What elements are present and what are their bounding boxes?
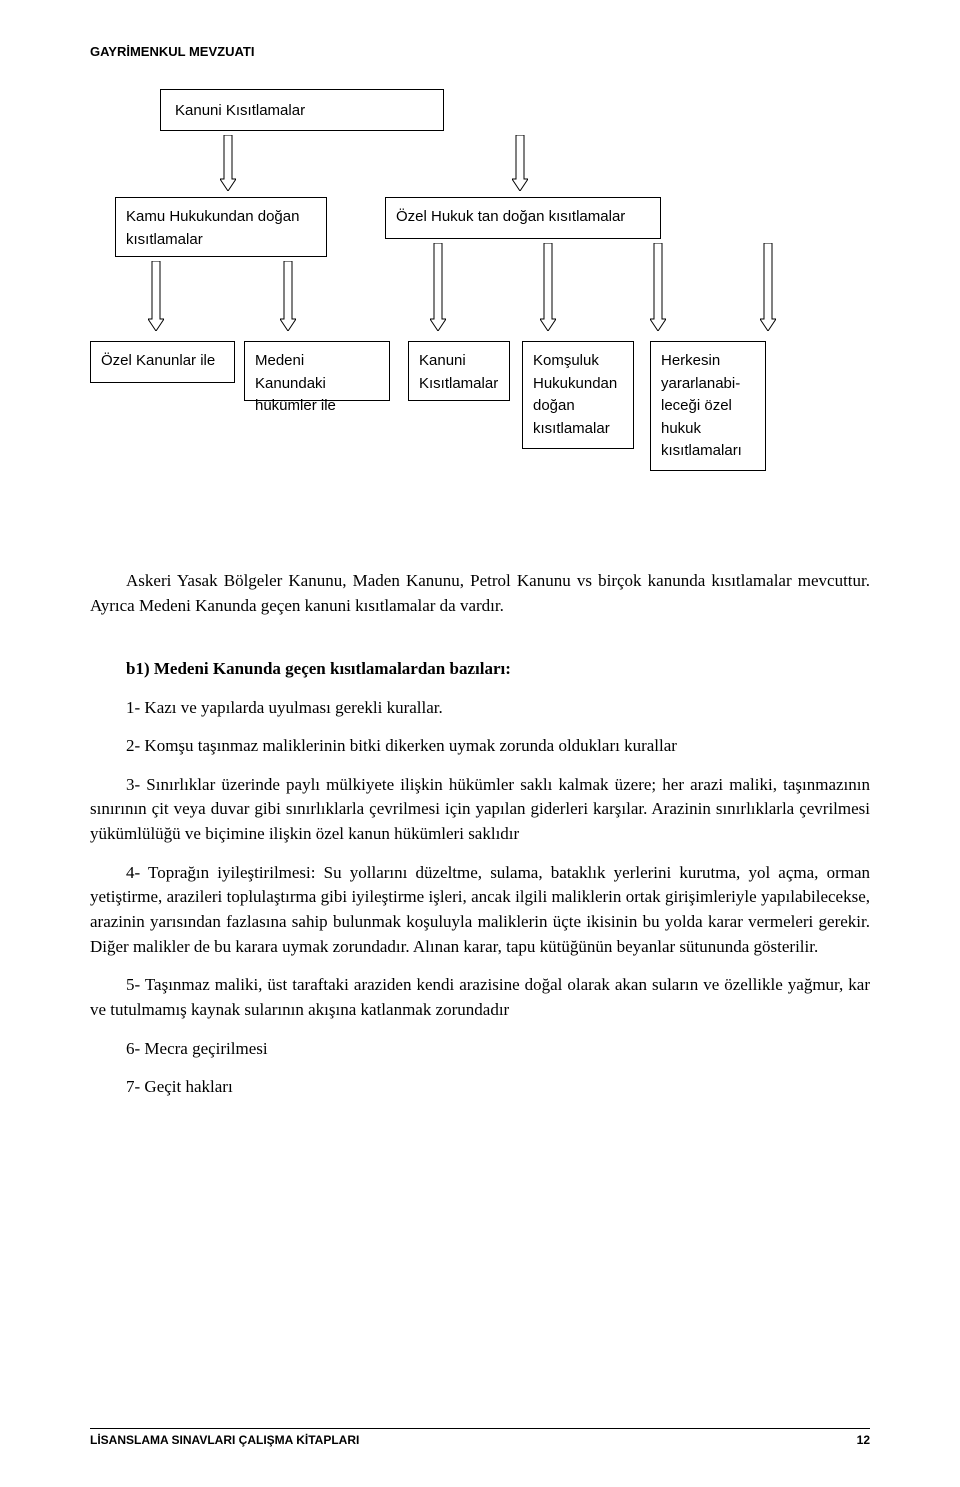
- arrow: [430, 243, 446, 331]
- arrow: [220, 135, 236, 191]
- intro-paragraph: Askeri Yasak Bölgeler Kanunu, Maden Kanu…: [90, 569, 870, 618]
- arrow: [650, 243, 666, 331]
- node-bot1: Özel Kanunlar ile: [90, 341, 235, 383]
- node-mid-right: Özel Hukuk tan doğan kısıtlamalar: [385, 197, 661, 239]
- page-footer: LİSANSLAMA SINAVLARI ÇALIŞMA KİTAPLARI 1…: [90, 1428, 870, 1447]
- arrow: [148, 261, 164, 331]
- node-bot3: Kanuni Kısıtlamalar: [408, 341, 510, 401]
- flowchart: Kanuni Kısıtlamalar Kamu Hukukundan doğa…: [90, 89, 870, 529]
- footer-page-number: 12: [857, 1433, 870, 1447]
- list-item: 4- Toprağın iyileştirilmesi: Su yolların…: [90, 861, 870, 960]
- list-item: 5- Taşınmaz maliki, üst taraftaki arazid…: [90, 973, 870, 1022]
- node-bot5: Herkesin yararlanabi- leceği özel hukuk …: [650, 341, 766, 471]
- node-root: Kanuni Kısıtlamalar: [160, 89, 444, 131]
- list-item: 2- Komşu taşınmaz maliklerinin bitki dik…: [90, 734, 870, 759]
- node-bot4: Komşuluk Hukukundan doğan kısıtlamalar: [522, 341, 634, 449]
- arrow: [280, 261, 296, 331]
- node-mid-left: Kamu Hukukundan doğan kısıtlamalar: [115, 197, 327, 257]
- footer-left: LİSANSLAMA SINAVLARI ÇALIŞMA KİTAPLARI: [90, 1433, 359, 1447]
- node-bot2: Medeni Kanundaki hükümler ile: [244, 341, 390, 401]
- arrow: [512, 135, 528, 191]
- list-item: 3- Sınırlıklar üzerinde paylı mülkiyete …: [90, 773, 870, 847]
- arrow: [760, 243, 776, 331]
- list-item: 6- Mecra geçirilmesi: [90, 1037, 870, 1062]
- page-header: GAYRİMENKUL MEVZUATI: [90, 44, 870, 59]
- list-item: 7- Geçit hakları: [90, 1075, 870, 1100]
- list-item: 1- Kazı ve yapılarda uyulması gerekli ku…: [90, 696, 870, 721]
- body-content: Askeri Yasak Bölgeler Kanunu, Maden Kanu…: [90, 569, 870, 1100]
- subheading: b1) Medeni Kanunda geçen kısıtlamalardan…: [90, 657, 870, 682]
- arrow: [540, 243, 556, 331]
